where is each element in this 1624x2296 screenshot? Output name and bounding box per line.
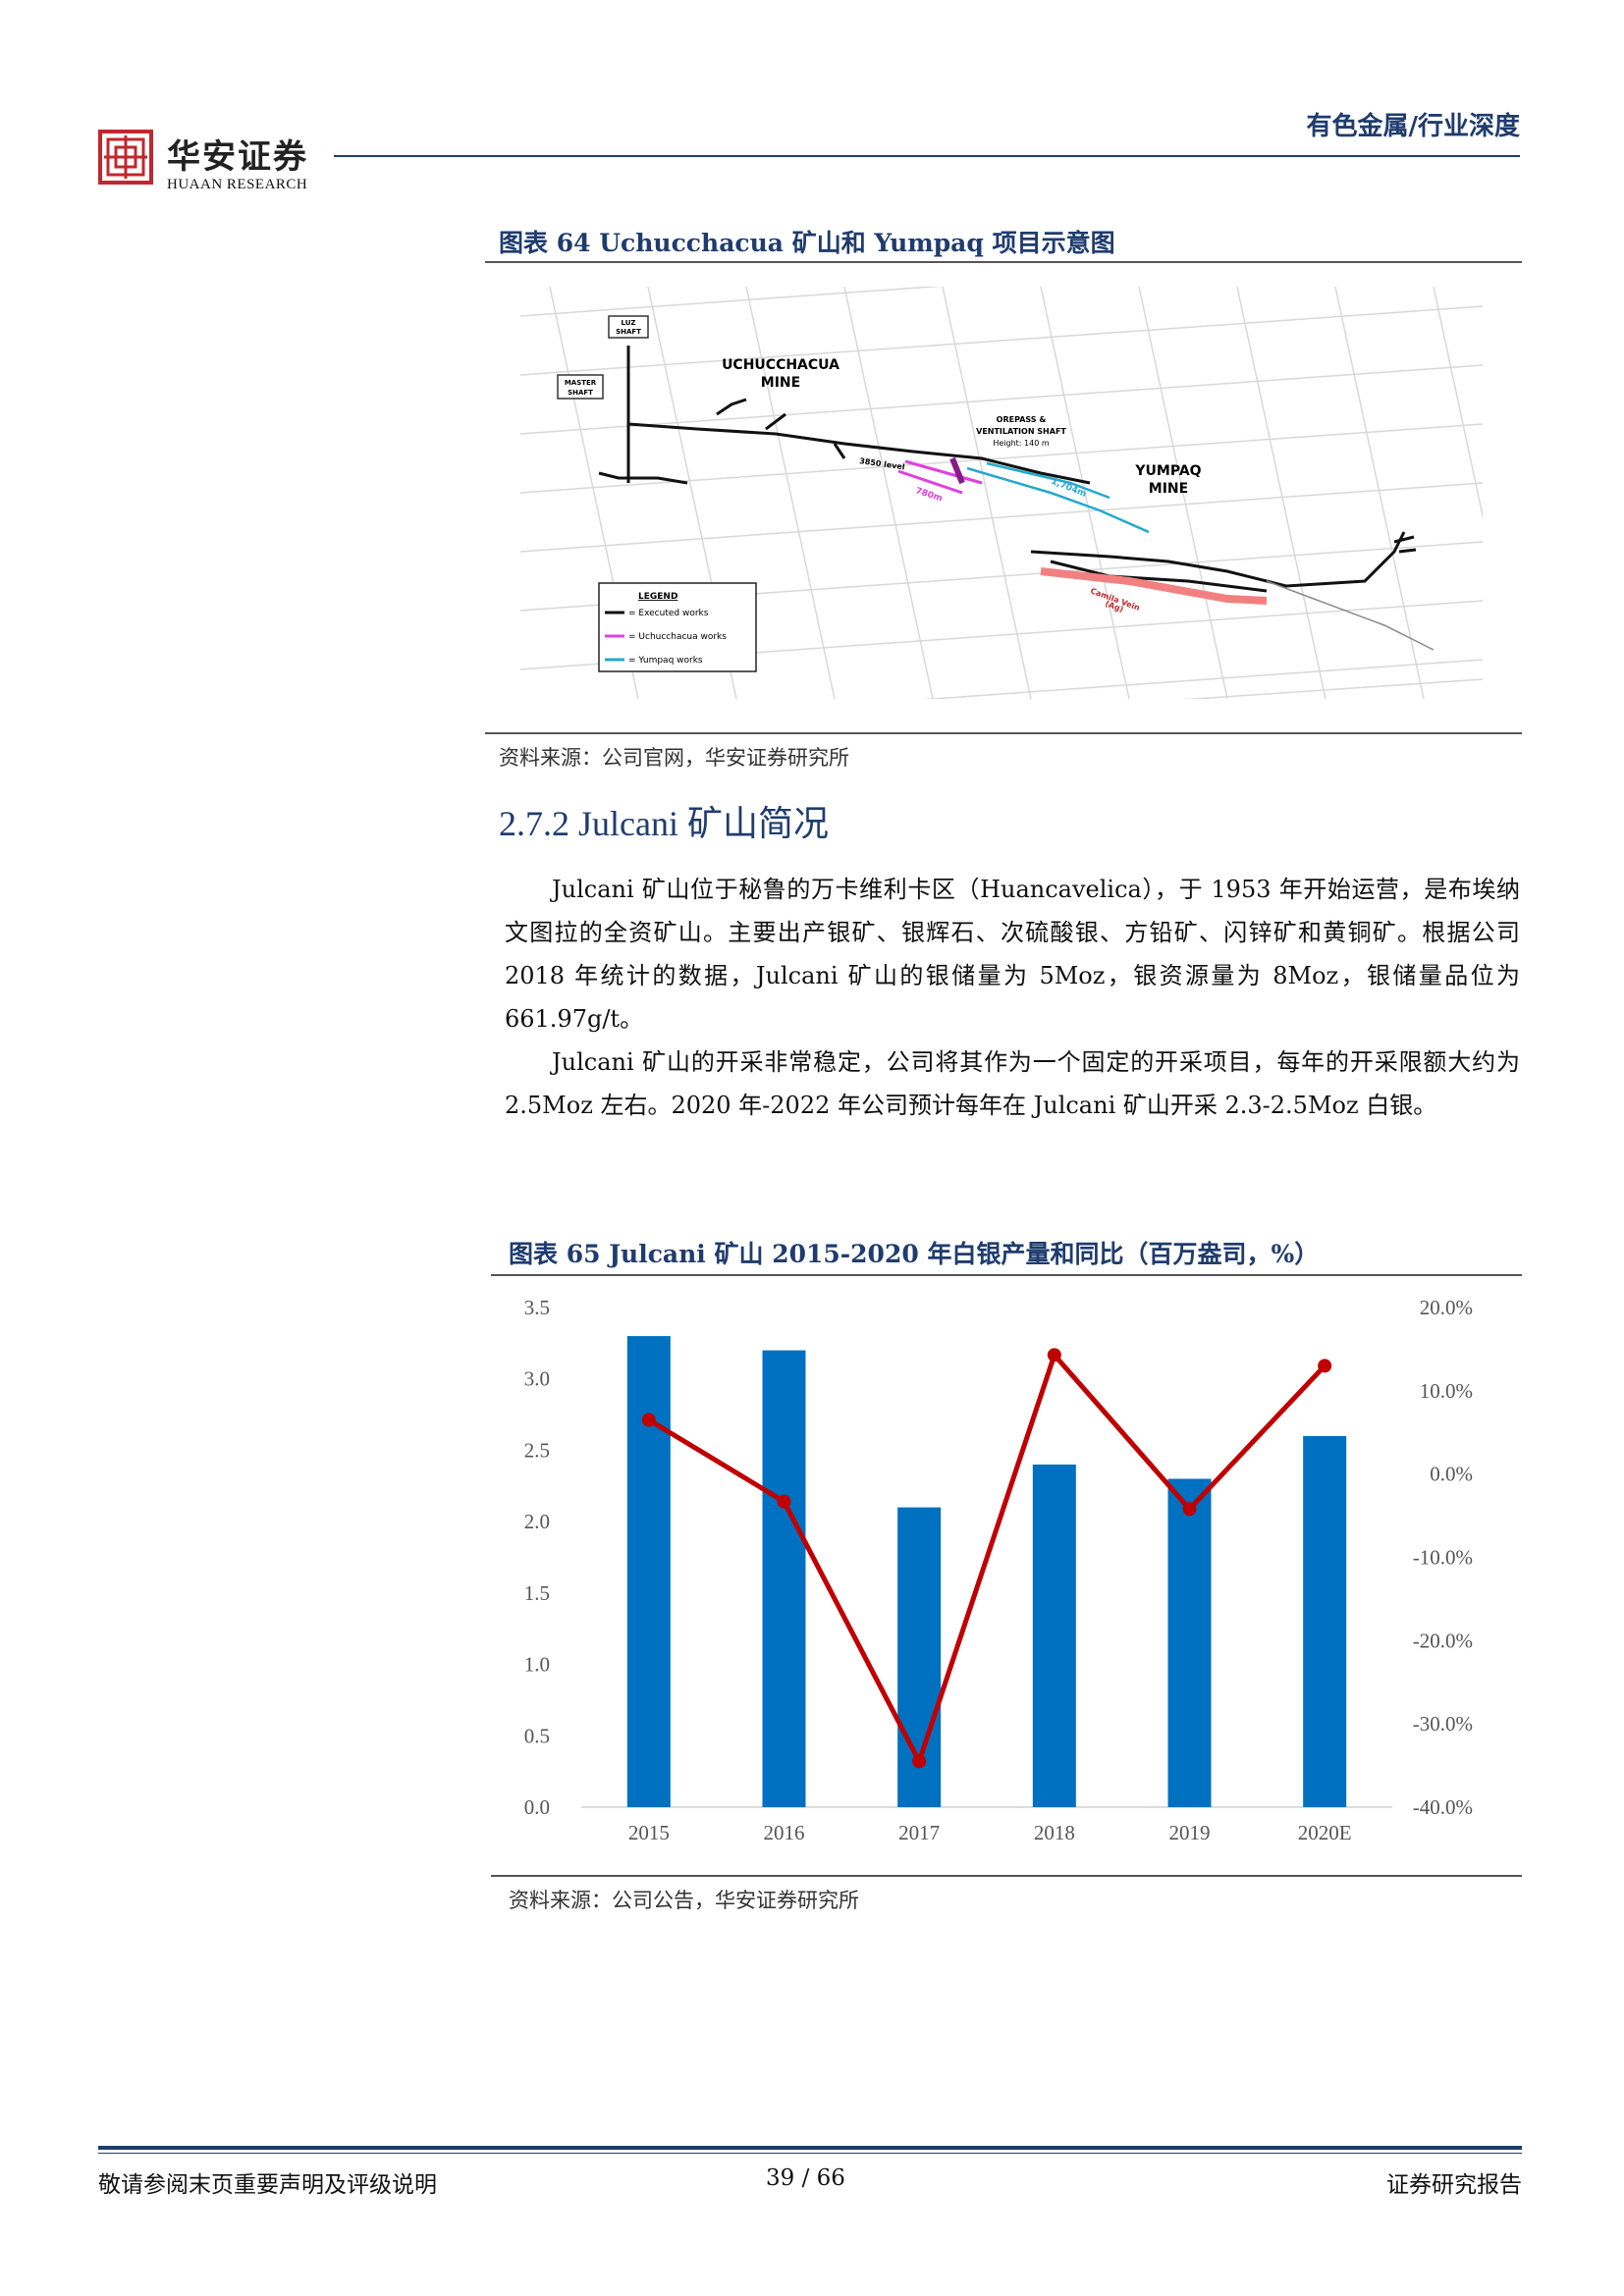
orepass-label-3: Height: 140 m [993,439,1049,448]
yumpaq-works-path [966,461,1150,534]
x-tick-label: 2015 [628,1821,670,1844]
y-right-tick-label: -10.0% [1413,1546,1473,1570]
legend-title: LEGEND [638,592,677,602]
figure-64-bottom-rule [485,732,1522,734]
camila-vein [1040,567,1268,605]
figure-64-source: 资料来源：公司官网，华安证券研究所 [499,746,849,770]
figure-65-title: 图表 65 Julcani 矿山 2015-2020 年白银产量和同比（百万盎司… [509,1240,1320,1268]
huaan-logo-icon [98,130,153,185]
legend-yumpaq: = Yumpaq works [628,656,703,666]
header-divider [334,155,1520,157]
y-left-tick-label: 3.0 [524,1367,550,1391]
y-left-tick-label: 0.0 [524,1795,550,1819]
yoy-point [641,1413,656,1427]
bar [1032,1464,1076,1807]
yumpaq-label-2: MINE [1149,481,1188,497]
executed-works-path [598,346,1435,651]
y-left-tick-label: 1.5 [524,1581,550,1605]
yoy-point [1318,1359,1332,1373]
uchucchacua-label-1: UCHUCCHACUA [722,357,839,373]
luz-shaft-box [608,315,649,339]
bar [762,1350,806,1807]
figure-64-top-rule [485,261,1522,263]
x-tick-label: 2016 [764,1821,805,1844]
mine-diagram: LUZ SHAFT MASTER SHAFT UCHUCCHACUA MINE … [520,287,1483,699]
x-tick-label: 2020E [1298,1821,1352,1844]
uchucchacua-label-2: MINE [761,375,800,391]
x-tick-label: 2019 [1169,1821,1211,1844]
section-heading: 2.7.2 Julcani 矿山简况 [499,804,829,843]
orepass-label-1: OREPASS & [997,415,1047,424]
orepass-label-2: VENTILATION SHAFT [976,427,1066,436]
x-tick-label: 2017 [898,1821,940,1844]
paragraph-1: Julcani 矿山位于秘鲁的万卡维利卡区（Huancavelica），于 19… [505,876,1520,1033]
footer-divider-thin [98,2153,1522,2154]
legend-executed: = Executed works [628,609,709,618]
y-right-tick-label: -20.0% [1413,1629,1473,1652]
pink-distance-label: 780m [914,486,944,504]
footer-report-type: 证券研究报告 [1386,2172,1522,2198]
figure-65-bottom-rule [491,1875,1522,1877]
y-right-tick-label: 10.0% [1420,1379,1473,1403]
figure-64-title: 图表 64 Uchucchacua 矿山和 Yumpaq 项目示意图 [499,229,1115,257]
bar [626,1336,671,1807]
silver-production-chart: 0.0 0.5 1.0 1.5 2.0 2.5 3.0 3.5 -40.0% -30.0% -20.… [524,1296,1473,1844]
page-number: 39 / 66 [766,2165,845,2191]
legend-uchucchacua: = Uchucchacua works [628,632,727,642]
figure-65-source: 资料来源：公司公告，华安证券研究所 [509,1889,859,1912]
paragraph-2: Julcani 矿山的开采非常稳定，公司将其作为一个固定的开采项目，每年的开采限… [505,1048,1520,1119]
bar [1167,1478,1212,1807]
yoy-point [1047,1348,1061,1362]
footer-divider [98,2146,1522,2150]
yoy-point [912,1754,927,1769]
figure-65-top-rule [491,1274,1522,1276]
luz-shaft-label-2: SHAFT [616,328,641,336]
y-right-tick-label: 0.0% [1430,1463,1473,1486]
y-right-tick-label: -30.0% [1413,1712,1473,1735]
y-left-tick-label: 0.5 [524,1724,550,1747]
yoy-point [777,1494,791,1509]
y-right-tick-label: -40.0% [1413,1795,1473,1819]
x-tick-label: 2018 [1034,1821,1075,1844]
report-category: 有色金属/行业深度 [1306,112,1521,141]
yoy-point [1182,1502,1197,1517]
bar [1303,1435,1347,1807]
uchucchacua-works-path [897,456,983,495]
master-shaft-label-2: SHAFT [568,389,593,397]
brand-english: HUAAN RESEARCH [167,177,308,192]
y-left-tick-label: 2.0 [524,1510,550,1533]
y-right-tick-label: 20.0% [1420,1296,1473,1319]
y-left-tick-label: 2.5 [524,1438,550,1462]
brand-name: 华安证券 [167,137,308,177]
yoy-line [647,1352,1326,1764]
y-left-tick-label: 1.0 [524,1653,550,1677]
diagram-grid [520,287,1483,699]
master-shaft-label-1: MASTER [565,379,597,387]
y-left-tick-label: 3.5 [524,1296,550,1319]
master-shaft-box [557,374,604,400]
diagram-legend [598,582,757,672]
yumpaq-label-1: YUMPAQ [1134,463,1201,479]
luz-shaft-label-1: LUZ [622,319,636,327]
footer-disclaimer: 敬请参阅末页重要声明及评级说明 [98,2172,437,2198]
level-label: 3850 level [859,456,906,471]
